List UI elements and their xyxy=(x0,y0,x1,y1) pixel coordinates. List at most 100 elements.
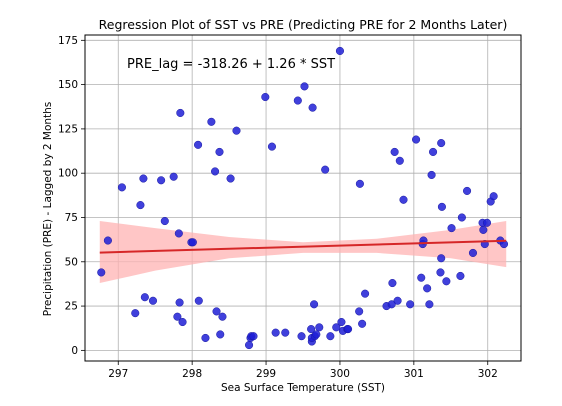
data-point xyxy=(131,309,140,318)
data-point xyxy=(312,330,321,339)
data-point xyxy=(173,312,182,321)
data-point xyxy=(293,96,302,105)
data-point xyxy=(388,278,397,288)
data-point xyxy=(139,174,148,183)
y-tick-label: 175 xyxy=(58,35,78,47)
data-point xyxy=(344,325,353,334)
data-point xyxy=(337,317,346,327)
data-points xyxy=(97,46,509,350)
data-point xyxy=(281,328,290,337)
regression-line xyxy=(99,239,507,254)
data-point xyxy=(215,147,224,156)
confidence-band xyxy=(99,221,507,284)
x-tick-label: 298 xyxy=(182,368,202,380)
data-point xyxy=(315,323,324,332)
data-point xyxy=(437,202,446,211)
data-point xyxy=(395,156,404,165)
data-point xyxy=(188,238,197,247)
data-point xyxy=(261,92,270,102)
data-point xyxy=(387,300,396,309)
y-tick-label: 100 xyxy=(58,168,78,180)
data-point xyxy=(479,225,488,234)
data-point xyxy=(160,216,169,226)
data-point xyxy=(326,332,335,341)
chart-title: Regression Plot of SST vs PRE (Predictin… xyxy=(99,17,508,32)
x-tick-label: 299 xyxy=(256,368,276,380)
y-tick-label: 25 xyxy=(65,301,78,313)
data-point xyxy=(103,236,112,245)
data-point xyxy=(157,176,166,185)
data-point xyxy=(437,139,446,148)
data-point xyxy=(194,296,203,305)
data-point xyxy=(437,254,446,263)
data-point xyxy=(355,179,364,188)
data-point xyxy=(232,126,241,135)
y-axis-title: Precipitation (PRE) - Lagged by 2 Months xyxy=(42,102,54,317)
data-point xyxy=(417,273,426,282)
data-point xyxy=(423,284,432,293)
data-point xyxy=(117,183,126,192)
data-point xyxy=(211,167,220,176)
plot-frame xyxy=(84,34,522,362)
y-tick-label: 50 xyxy=(65,256,78,268)
data-point xyxy=(136,201,145,210)
data-point xyxy=(412,135,421,144)
data-point xyxy=(358,319,367,328)
data-point xyxy=(436,268,445,277)
data-point xyxy=(194,140,203,149)
data-point xyxy=(226,174,235,183)
data-point xyxy=(271,328,280,337)
data-point xyxy=(390,147,399,156)
data-point xyxy=(148,296,158,305)
axis-ticks: 297 298 299 300 301 302 0 25 50 75 100 125 150 175 xyxy=(58,35,498,380)
data-point xyxy=(176,108,185,118)
data-point xyxy=(399,195,408,204)
x-axis-title: Sea Surface Temperature (SST) xyxy=(221,382,385,394)
data-point xyxy=(447,224,456,233)
data-point xyxy=(457,213,466,222)
data-point xyxy=(442,277,451,286)
data-point xyxy=(406,300,415,309)
data-point xyxy=(307,325,316,334)
data-point xyxy=(300,82,309,91)
data-point xyxy=(425,300,434,309)
regression-equation: PRE_lag = -318.26 + 1.26 * SST xyxy=(127,57,335,72)
data-point xyxy=(207,117,216,126)
regression-line-layer xyxy=(99,239,507,254)
data-point xyxy=(216,330,225,339)
data-point xyxy=(201,333,210,343)
x-tick-label: 302 xyxy=(478,368,498,380)
data-point xyxy=(175,298,184,307)
data-point xyxy=(468,248,478,257)
data-point xyxy=(489,192,498,201)
data-point xyxy=(97,268,106,277)
data-point xyxy=(249,332,258,341)
data-point xyxy=(361,289,370,298)
data-point xyxy=(321,165,330,174)
data-point xyxy=(169,172,178,181)
data-point xyxy=(297,332,306,341)
x-tick-label: 301 xyxy=(404,368,424,380)
data-point xyxy=(463,186,472,195)
y-tick-label: 0 xyxy=(71,345,78,357)
data-point xyxy=(140,293,149,302)
data-point xyxy=(335,46,344,55)
data-point xyxy=(482,218,492,227)
data-point xyxy=(429,147,438,156)
x-tick-label: 297 xyxy=(108,368,128,380)
data-point xyxy=(218,312,227,321)
data-point xyxy=(178,317,187,327)
data-point xyxy=(310,300,319,309)
data-point xyxy=(267,142,277,151)
y-tick-label: 150 xyxy=(58,79,78,91)
data-point xyxy=(212,307,221,316)
data-point xyxy=(427,170,436,180)
y-tick-label: 75 xyxy=(65,212,78,224)
data-point xyxy=(355,307,364,316)
x-tick-label: 300 xyxy=(330,368,350,380)
y-tick-label: 125 xyxy=(58,123,78,135)
data-point xyxy=(245,341,254,350)
data-point xyxy=(456,271,465,281)
data-point xyxy=(332,323,341,332)
